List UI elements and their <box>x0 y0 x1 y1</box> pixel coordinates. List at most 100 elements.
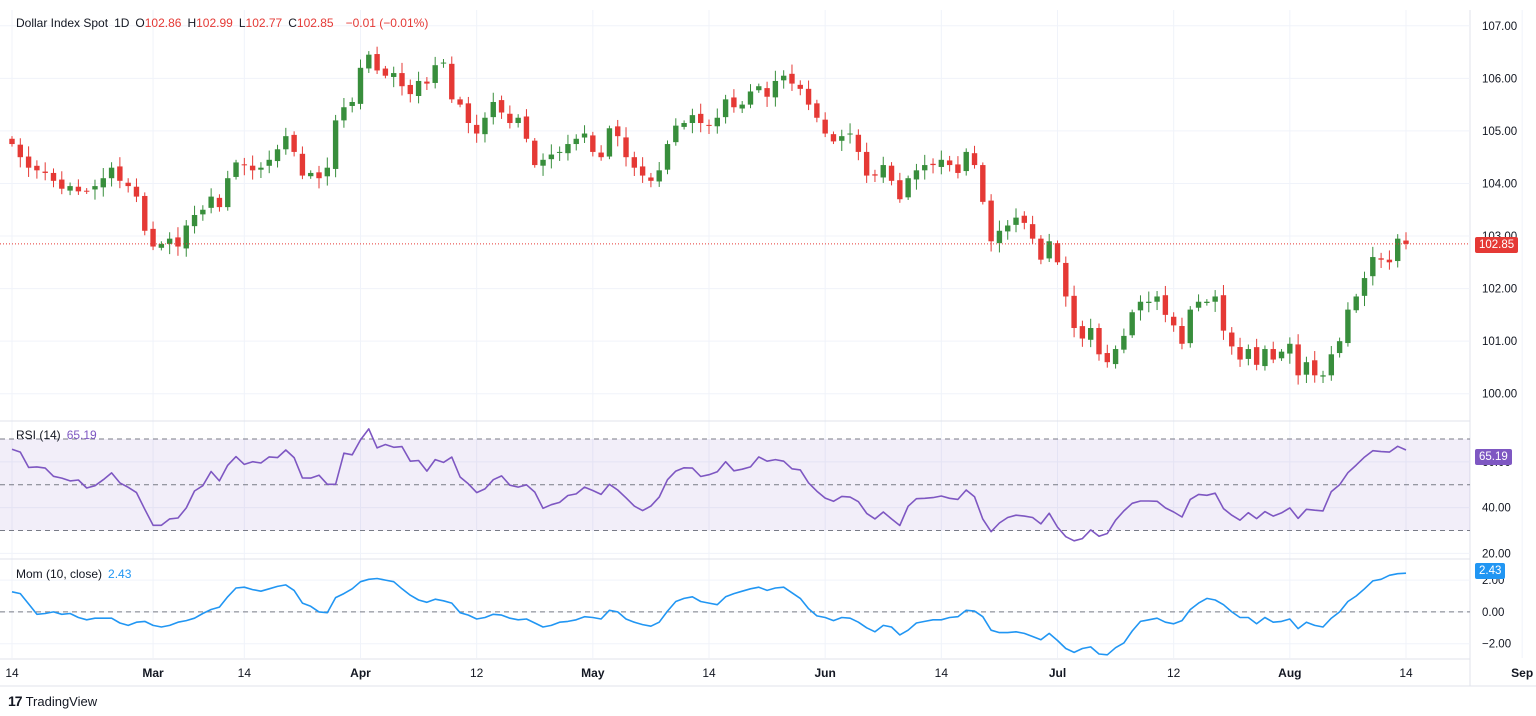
candle-body <box>606 128 613 157</box>
candle-body <box>208 196 214 208</box>
price-y-tick: 107.00 <box>1482 21 1517 33</box>
x-tick-label: Jul <box>1049 666 1066 680</box>
x-tick-label: Apr <box>350 666 371 680</box>
candle-body <box>532 140 538 166</box>
candle-body <box>1146 301 1152 303</box>
candle-body <box>258 167 264 170</box>
candle-body <box>888 165 895 181</box>
axes: 107.00106.00105.00104.00103.00102.00101.… <box>5 21 1533 680</box>
rsi-y-tick: 20.00 <box>1482 548 1511 560</box>
candle-body <box>1370 257 1376 277</box>
candle-body <box>507 113 513 124</box>
candle-body <box>1386 259 1393 263</box>
candle-body <box>249 165 256 171</box>
main-legend: Dollar Index Spot 1D O102.86 H102.99 L102.77… <box>16 16 434 30</box>
candle-body <box>67 186 73 191</box>
candle-body <box>1403 240 1409 244</box>
candle-body <box>1021 215 1028 223</box>
price-y-tick: 106.00 <box>1482 73 1517 85</box>
candle-body <box>1220 295 1227 331</box>
brand[interactable]: 17 TradingView <box>8 693 97 709</box>
candle-body <box>963 151 969 172</box>
x-tick-label: 12 <box>1167 666 1181 680</box>
candle-body <box>1312 360 1318 376</box>
candle-body <box>623 137 629 158</box>
candle-body <box>449 63 455 100</box>
x-tick-label: 14 <box>238 666 252 680</box>
candle-body <box>332 120 339 169</box>
candle-body <box>266 159 272 166</box>
candle-body <box>698 113 704 124</box>
candle-body <box>905 178 911 198</box>
candle-body <box>797 84 803 89</box>
candle-body <box>117 166 123 181</box>
candle-body <box>142 195 148 231</box>
candle-body <box>1104 353 1110 363</box>
candle-body <box>1038 238 1044 260</box>
candle-body <box>772 80 779 98</box>
ohlc-value-L: 102.77 <box>245 16 283 30</box>
ohlc-key-H: H <box>187 16 197 30</box>
candle-body <box>241 164 248 166</box>
candle-body <box>880 165 886 178</box>
candle-body <box>366 54 372 69</box>
candle-body <box>407 84 413 95</box>
candle-body <box>731 97 737 108</box>
candle-body <box>1087 328 1094 340</box>
x-tick-label: Sep <box>1511 666 1533 680</box>
ohlc-key-L: L <box>238 16 246 30</box>
candle-body <box>200 209 206 215</box>
candle-body <box>1154 296 1160 302</box>
candle-body <box>722 99 729 118</box>
candle-body <box>25 156 32 168</box>
candle-body <box>515 117 521 124</box>
change-value: −0.01 (−0.01%) <box>345 16 429 30</box>
candle-body <box>615 126 621 137</box>
candle-body <box>913 170 920 180</box>
candle-body <box>922 165 928 171</box>
candle-body <box>1237 347 1243 360</box>
ohlc-values: O102.86 H102.99 L102.77 C102.85 <box>135 16 339 30</box>
candle-body <box>946 160 953 166</box>
rsi-band <box>0 438 1470 613</box>
candle-body <box>1303 362 1310 375</box>
candle-body <box>573 138 579 145</box>
candle-body <box>1063 262 1069 297</box>
x-tick-label: 14 <box>5 666 19 680</box>
candle-body <box>9 138 15 145</box>
candle-body <box>158 243 165 248</box>
candle-body <box>1345 309 1351 344</box>
ohlc-key-C: C <box>288 16 297 30</box>
candle-body <box>1245 349 1252 359</box>
candle-body <box>291 134 297 152</box>
mom-label: 2.43 <box>1475 563 1506 579</box>
x-tick-label: Aug <box>1278 666 1301 680</box>
candle-body <box>1013 217 1019 225</box>
x-tick-label: May <box>581 666 605 680</box>
candle-body <box>374 54 380 71</box>
candle-body <box>980 165 986 202</box>
candle-body <box>648 177 654 181</box>
candle-body <box>548 154 555 160</box>
candle-body <box>565 144 571 154</box>
candle-body <box>1187 309 1193 344</box>
candle-body <box>681 123 687 127</box>
candle-body <box>415 80 422 96</box>
candle-body <box>1162 295 1169 315</box>
grid-lines <box>0 10 1536 687</box>
candle-body <box>457 99 463 105</box>
candle-body <box>133 186 140 197</box>
price-y-tick: 105.00 <box>1482 126 1517 138</box>
candle-body <box>540 159 546 166</box>
candle-body <box>108 167 115 179</box>
candle-body <box>357 67 364 104</box>
rsi-line <box>11 428 1407 542</box>
candle-body <box>955 164 961 173</box>
candle-body <box>1328 354 1335 376</box>
candle-body <box>664 144 671 170</box>
candle-body <box>1278 351 1285 359</box>
candle-body <box>747 91 754 105</box>
candle-body <box>639 166 646 176</box>
candles <box>0 46 1470 385</box>
